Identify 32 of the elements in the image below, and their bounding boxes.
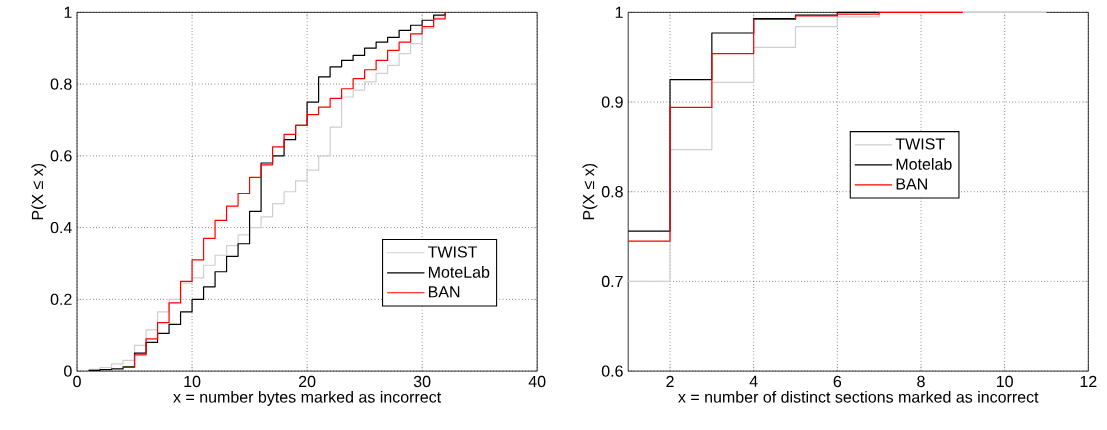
legend-label: TWIST — [428, 246, 478, 258]
x-tick-label: 0 — [73, 375, 81, 388]
x-tick-label: 2 — [666, 375, 674, 387]
x-axis-title: x = number bytes marked as incorrect — [173, 390, 442, 406]
x-tick-label: 40 — [528, 375, 546, 388]
legend-label: MoteLab — [428, 266, 490, 278]
y-tick-label: 1 — [64, 6, 72, 18]
x-tick-label: 10 — [184, 375, 201, 388]
x-tick-label: 6 — [833, 375, 842, 388]
y-axis-title: P(X ≤ x) — [582, 163, 598, 220]
y-tick-label: 0.4 — [50, 221, 72, 234]
y-tick-label: 0.7 — [601, 275, 623, 288]
x-tick-label: 20 — [298, 375, 316, 388]
y-tick-label: 0.6 — [50, 150, 72, 162]
legend-label: TWIST — [895, 138, 945, 150]
y-tick-label: 0.2 — [50, 293, 72, 305]
legend-label: Motelab — [896, 158, 952, 170]
y-tick-label: 1 — [615, 6, 623, 18]
y-tick-label: 0.6 — [601, 365, 623, 377]
x-tick-label: 10 — [996, 375, 1013, 388]
y-tick-label: 0 — [64, 365, 72, 377]
y-tick-label: 0.8 — [601, 186, 623, 198]
y-tick-label: 0.9 — [601, 96, 623, 108]
legend-label: BAN — [896, 178, 927, 190]
x-tick-label: 12 — [1080, 375, 1097, 387]
x-tick-label: 30 — [413, 375, 431, 388]
y-tick-label: 0.8 — [50, 78, 72, 90]
x-tick-label: 8 — [917, 375, 925, 388]
y-axis-title: P(X ≤ x) — [31, 163, 47, 220]
legend-label: BAN — [428, 286, 460, 298]
x-axis-title: x = number of distinct sections marked as incorrect — [678, 390, 1039, 403]
x-tick-label: 4 — [749, 375, 758, 387]
